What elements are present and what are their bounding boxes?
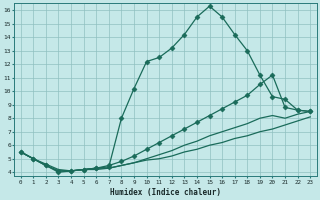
- X-axis label: Humidex (Indice chaleur): Humidex (Indice chaleur): [110, 188, 221, 197]
